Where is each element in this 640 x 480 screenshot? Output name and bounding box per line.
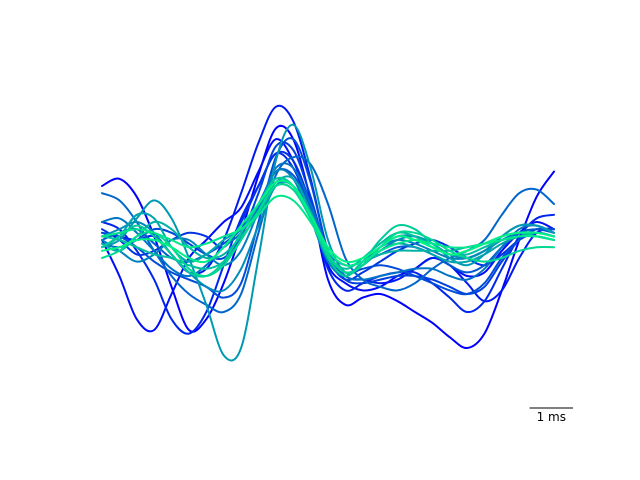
trace-4 xyxy=(101,151,555,335)
trace-9 xyxy=(101,155,555,314)
trace-18 xyxy=(101,183,555,278)
trace-11 xyxy=(101,168,555,277)
waveform-traces xyxy=(101,104,555,362)
trace-20 xyxy=(101,179,555,264)
time-scalebar: 1 ms xyxy=(529,407,573,424)
trace-1 xyxy=(101,124,555,350)
scalebar-label: 1 ms xyxy=(537,410,566,424)
trace-2 xyxy=(101,138,555,333)
